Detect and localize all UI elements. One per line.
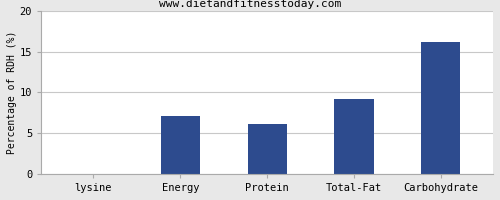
Y-axis label: Percentage of RDH (%): Percentage of RDH (%)	[7, 31, 17, 154]
Bar	[422, 42, 461, 174]
Bar	[334, 99, 374, 174]
Bar	[248, 124, 286, 174]
Bar	[160, 116, 200, 174]
Text: www.dietandfitnesstoday.com: www.dietandfitnesstoday.com	[159, 0, 341, 9]
Title: Rosemary, fresh per 100g
www.dietandfitnesstoday.com: Rosemary, fresh per 100g www.dietandfitn…	[0, 199, 1, 200]
